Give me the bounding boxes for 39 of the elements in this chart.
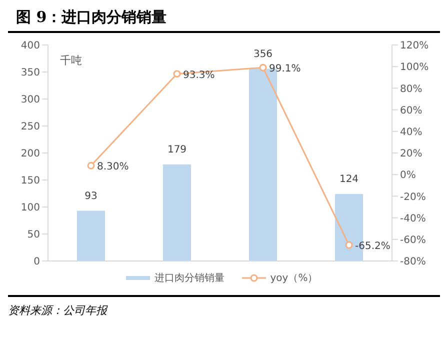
y-tick-label: 150 [20, 176, 40, 187]
data-label: 124 [339, 174, 359, 186]
point [87, 162, 95, 170]
legend-label: 进口肉分销销量 [154, 272, 224, 285]
legend-label: yoy（%） [270, 272, 318, 285]
y-tick-label: 250 [20, 122, 40, 133]
y2-tick-label: 60% [400, 105, 422, 116]
text: 资料来源：公司年报 [8, 295, 440, 318]
y-tick-label: 200 [20, 148, 40, 160]
chart-title: 图 9：进口肉分销销量 [8, 8, 440, 33]
y-tick-label: 300 [20, 94, 40, 106]
y2-tick-label: 20% [400, 148, 422, 160]
y-tick-label: 350 [20, 68, 40, 79]
y2-tick-label: 80% [400, 84, 422, 95]
point [345, 241, 353, 249]
bar [77, 210, 105, 261]
y2-tick-label: 0% [400, 170, 416, 182]
data-label: 179 [167, 144, 187, 156]
y2-tick-label: -20% [400, 192, 426, 203]
y-tick-label: 50 [27, 230, 40, 241]
data-label: 356 [253, 48, 273, 60]
y2-tick-label: -80% [400, 256, 426, 268]
y2-tick-label: 120% [400, 40, 429, 52]
y2-tick-label: 40% [400, 126, 422, 138]
annotation: 千吨 [60, 53, 82, 68]
data-label: 93.3% [183, 70, 215, 81]
data-label: 93 [84, 190, 98, 202]
point [259, 64, 267, 72]
y-tick-label: 0 [34, 256, 40, 268]
y2-tick-label: -60% [400, 234, 426, 246]
data-label: 99.1% [269, 64, 301, 75]
y-tick-label: 400 [20, 40, 40, 52]
y2-tick-label: 100% [400, 62, 429, 74]
y-tick-label: 100 [20, 202, 40, 214]
point [173, 70, 181, 78]
data-label: -65.2% [355, 241, 390, 252]
y2-tick-label: -40% [400, 213, 426, 224]
data-label: 8.30% [97, 162, 129, 173]
bar [163, 164, 191, 261]
